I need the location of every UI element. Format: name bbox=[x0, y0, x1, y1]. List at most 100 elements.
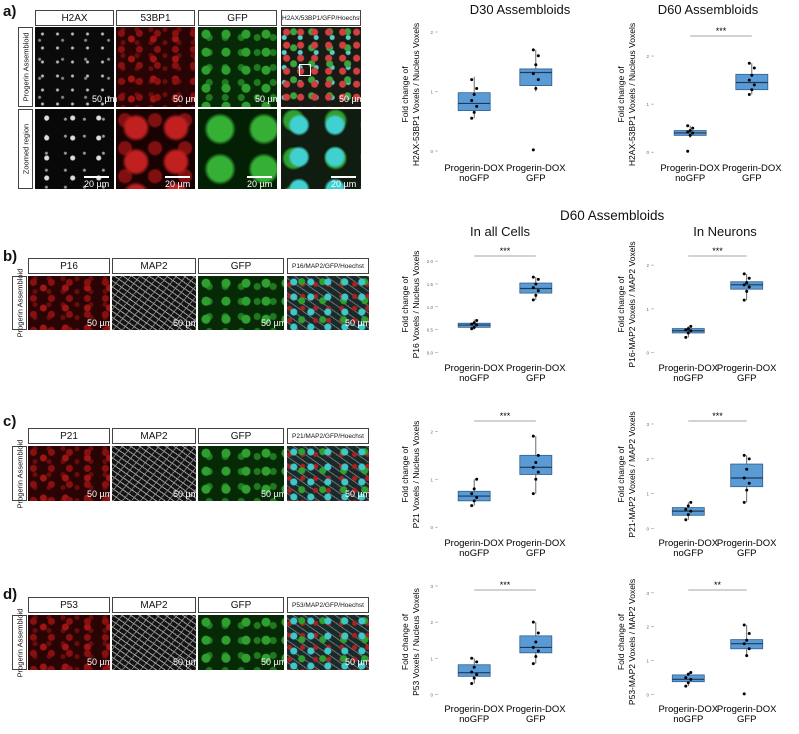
data-point bbox=[472, 321, 476, 325]
panel-label-d: d) bbox=[3, 586, 18, 603]
data-point bbox=[531, 48, 535, 52]
x-tick-label: GFP bbox=[526, 714, 546, 725]
data-point bbox=[747, 276, 751, 280]
data-point bbox=[742, 623, 746, 627]
data-point bbox=[747, 61, 751, 65]
data-point bbox=[472, 487, 476, 491]
scale-bar: 50 µm bbox=[173, 94, 199, 104]
box bbox=[730, 463, 764, 488]
scale-bar: 50 µm bbox=[173, 489, 199, 499]
boxplot-p53-neurons: Fold change of P53-MAP2 Voxels / MAP2 Vox… bbox=[616, 579, 777, 725]
y-tick-label: 1 bbox=[646, 102, 649, 107]
significance-stars: *** bbox=[500, 411, 511, 421]
x-tick-label: GFP bbox=[737, 373, 757, 384]
header-p21: P21 bbox=[28, 428, 110, 444]
data-point bbox=[684, 518, 688, 522]
y-axis-label: H2AX-53BP1 Voxels / Nucleus Voxels bbox=[627, 23, 637, 166]
x-tick-label: noGFP bbox=[459, 548, 489, 559]
significance-stars: ** bbox=[714, 580, 722, 590]
data-point bbox=[470, 492, 474, 496]
data-point bbox=[684, 328, 688, 332]
data-point bbox=[742, 453, 746, 457]
data-point bbox=[534, 654, 538, 658]
scale-bar: 50 µm bbox=[339, 94, 365, 104]
y-tick-label: 3 bbox=[430, 584, 433, 589]
micrograph-map2 bbox=[112, 615, 196, 670]
data-point bbox=[470, 656, 474, 660]
data-point bbox=[534, 63, 538, 67]
y-axis-label: Fold change of bbox=[616, 613, 626, 670]
data-point bbox=[684, 676, 688, 680]
y-tick-label: 2 bbox=[646, 54, 649, 59]
box bbox=[519, 454, 553, 475]
x-tick-label: Progerin-DOX bbox=[444, 538, 504, 549]
data-point bbox=[531, 492, 535, 496]
micrograph-map2 bbox=[112, 276, 196, 330]
x-tick-label: Progerin-DOX bbox=[658, 363, 718, 374]
x-tick-label: Progerin-DOX bbox=[658, 538, 718, 549]
x-tick-label: GFP bbox=[526, 173, 546, 184]
chart-title-d30: D30 Assembloids bbox=[469, 2, 571, 17]
y-axis-label: Fold change of bbox=[616, 66, 626, 123]
x-tick-label: Progerin-DOX bbox=[717, 538, 777, 549]
boxplot-d60: Fold change of H2AX-53BP1 Voxels / Nucleu… bbox=[616, 23, 782, 184]
scale-bar-zoomed: 20 µm bbox=[331, 176, 357, 189]
header-53bp1: 53BP1 bbox=[116, 10, 195, 26]
data-point bbox=[691, 126, 695, 130]
data-point bbox=[686, 672, 690, 676]
row-label-progerin-assembloid: Progerin Assembloid bbox=[12, 608, 27, 677]
y-tick-label: 2 bbox=[646, 625, 649, 630]
y-tick-label: 3 bbox=[646, 591, 649, 596]
data-point bbox=[531, 72, 535, 76]
data-point bbox=[472, 93, 476, 96]
data-point bbox=[742, 298, 746, 302]
data-point bbox=[689, 324, 693, 328]
data-point bbox=[534, 477, 538, 481]
x-tick-label: noGFP bbox=[459, 373, 489, 384]
data-point bbox=[747, 647, 751, 651]
y-axis-label: Fold change of bbox=[616, 276, 626, 333]
y-axis-label: Fold change of bbox=[400, 276, 410, 333]
y-tick-label: 2 bbox=[430, 620, 433, 625]
data-point bbox=[534, 640, 538, 644]
header-map2: MAP2 bbox=[112, 258, 196, 274]
header-gfp: GFP bbox=[198, 597, 284, 613]
micrograph-map2 bbox=[112, 446, 196, 501]
y-tick-label: 1 bbox=[646, 492, 649, 497]
y-axis-label: P21-MAP2 Voxels / MAP2 Voxels bbox=[627, 411, 637, 537]
data-point bbox=[747, 481, 751, 485]
micrograph-gfp bbox=[198, 615, 284, 670]
data-point bbox=[536, 470, 540, 474]
data-point bbox=[750, 88, 754, 92]
data-point bbox=[475, 87, 479, 91]
header-merge: P16/MAP2/GFP/Hoechst bbox=[287, 258, 369, 274]
x-tick-label: Progerin-DOX bbox=[444, 363, 504, 374]
x-tick-label: Progerin-DOX bbox=[658, 704, 718, 715]
y-tick-label: 0.0 bbox=[427, 350, 434, 355]
header-gfp: GFP bbox=[198, 10, 277, 26]
scale-bar-zoomed: 20 µm bbox=[247, 176, 273, 189]
y-axis-label: Fold change of bbox=[400, 613, 410, 670]
data-point bbox=[470, 322, 474, 326]
data-point bbox=[745, 638, 749, 642]
x-tick-label: GFP bbox=[742, 173, 762, 184]
chart-title-all-cells: In all Cells bbox=[470, 224, 530, 239]
y-tick-label: 0 bbox=[646, 150, 649, 155]
zoom-region-marker bbox=[299, 64, 311, 76]
data-point bbox=[688, 129, 692, 133]
data-point bbox=[684, 335, 688, 339]
y-tick-label: 2 bbox=[646, 263, 649, 268]
y-axis-label: P53 Voxels / Nucleus Voxels bbox=[411, 588, 421, 696]
y-axis-label: Fold change of bbox=[400, 66, 410, 123]
data-point bbox=[745, 654, 749, 658]
data-point bbox=[689, 509, 693, 513]
x-tick-label: noGFP bbox=[459, 173, 489, 184]
y-axis-label: P16-MAP2 Voxels / MAP2 Voxels bbox=[627, 241, 637, 367]
row-label-zoomed-region: Zoomed region bbox=[18, 109, 33, 189]
micrograph-gfp bbox=[198, 446, 284, 501]
y-axis-label: P21 Voxels / Nucleus Voxels bbox=[411, 421, 421, 529]
x-tick-label: Progerin-DOX bbox=[506, 163, 566, 174]
data-point bbox=[684, 684, 688, 688]
scale-bar: 50 µm bbox=[87, 489, 113, 499]
data-point bbox=[470, 327, 474, 331]
